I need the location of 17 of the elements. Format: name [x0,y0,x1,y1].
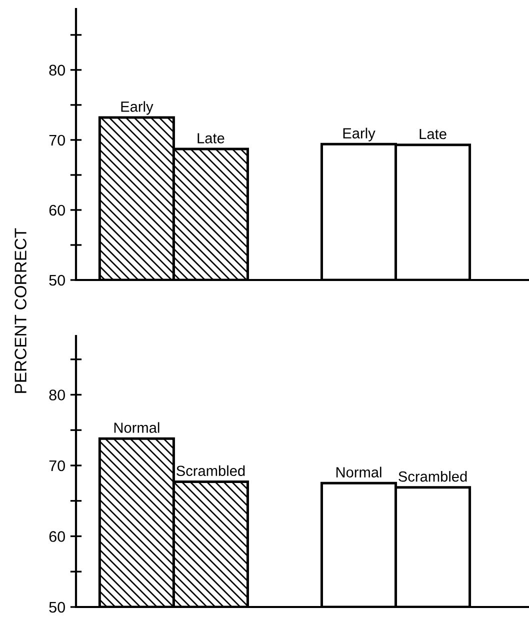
category-label: Normal [114,422,160,433]
category-label: Late [198,133,224,144]
category-label: Early [121,101,154,115]
category-label: Scrambled [398,470,467,482]
category-label: Early [343,128,376,142]
y-tick-label: 80 [49,390,65,400]
y-tick-label: 80 [49,64,65,76]
y-axis-title: PERCENT CORRECT [14,228,26,393]
category-label: Normal [336,466,382,478]
category-label: Scrambled [176,465,245,476]
y-tick-label: 50 [49,274,65,286]
y-tick-label: 60 [49,204,65,216]
y-tick-label: 70 [49,134,65,146]
y-tick-label: 50 [49,602,65,613]
y-tick-label: 70 [49,460,65,472]
category-label: Late [420,128,446,140]
y-tick-label: 60 [49,531,65,542]
